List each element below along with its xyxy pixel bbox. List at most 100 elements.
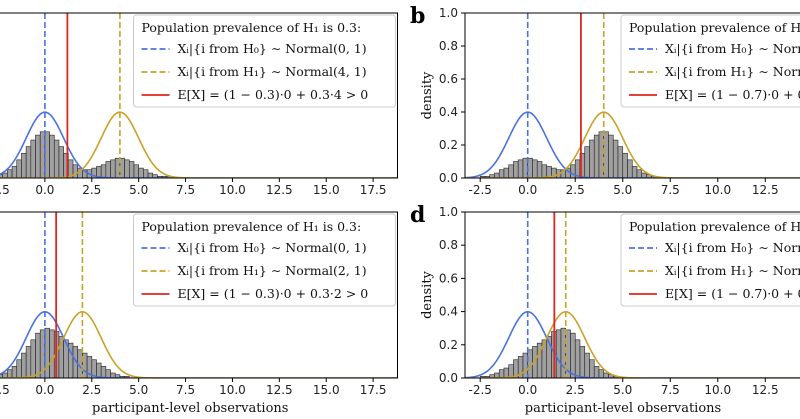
- x-tick-label: 15.0: [313, 183, 340, 197]
- plot-area: [465, 13, 800, 178]
- x-tick-label: 2.5: [566, 383, 585, 397]
- panel: -2.50.02.55.07.510.012.515.017.50.00.20.…: [410, 202, 800, 416]
- histogram-bar: [513, 161, 519, 178]
- axes-frame: [464, 211, 800, 379]
- histogram-bar: [627, 159, 633, 178]
- legend: Population prevalence of H₁ is 0.3: Xᵢ|{i…: [133, 14, 396, 108]
- histogram-bar: [498, 169, 505, 178]
- histogram-bar: [636, 169, 643, 178]
- histogram-bar: [96, 362, 102, 378]
- histogram-bar: [30, 139, 36, 178]
- x-tick-label: -2.5: [0, 383, 10, 397]
- histogram-bar: [503, 167, 510, 178]
- histogram-bar: [11, 166, 18, 178]
- histogram-bar: [617, 146, 624, 178]
- legend-box: [620, 14, 800, 108]
- legend-label: E[X] = (1 − 0.3)·0 + 0.3·2 > 0: [178, 286, 369, 301]
- histogram-bar: [7, 369, 13, 378]
- histogram-bar: [16, 159, 22, 178]
- density-curve: [0, 310, 398, 378]
- x-tick-label: 2.5: [82, 383, 101, 397]
- histogram-bar: [133, 164, 139, 178]
- x-tick-label: 7.5: [661, 383, 680, 397]
- histogram-bar: [555, 329, 562, 378]
- histogram-bar: [30, 339, 36, 378]
- x-tick-label: 10.0: [704, 383, 731, 397]
- histogram-bar: [105, 369, 111, 378]
- histogram-bar: [21, 352, 27, 378]
- histogram-bar: [593, 366, 600, 378]
- y-tick-label: 0.2: [439, 138, 458, 152]
- x-tick-label: 12.5: [266, 383, 293, 397]
- y-tick-label: 1.0: [439, 205, 458, 219]
- x-tick-label: 10.0: [219, 383, 246, 397]
- histogram-bar: [589, 139, 595, 178]
- legend-label: E[X] = (1 − 0.7)·0 + 0.7·2 > 0: [665, 286, 800, 301]
- x-tick-label: -2.5: [0, 183, 10, 197]
- x-axis-label: participant-level observations: [525, 401, 721, 416]
- histogram-bar: [53, 139, 60, 178]
- histogram-bar: [16, 359, 22, 378]
- x-tick-label: 7.5: [176, 383, 195, 397]
- histogram-bar: [100, 164, 107, 178]
- legend-label: Xᵢ|{i from H₀} ∼ Normal(0, 1): [665, 240, 800, 255]
- y-tick-label: 0.6: [439, 271, 458, 285]
- legend-label: E[X] = (1 − 0.3)·0 + 0.3·4 > 0: [178, 87, 369, 102]
- y-tick-label: 0.4: [439, 105, 458, 119]
- histogram-bar: [584, 352, 590, 378]
- panel: -2.5 0.0 2.5 5.0 7.5 10.0 12.5 15.0 17.5 particip…: [0, 211, 398, 416]
- histogram-bar: [608, 134, 614, 178]
- axes-frame: [464, 12, 800, 179]
- histogram-bar: [100, 366, 107, 378]
- axes-frame: [0, 211, 398, 379]
- histogram-bar: [536, 161, 543, 178]
- x-tick-label: 7.5: [176, 183, 195, 197]
- histogram-bar: [21, 152, 27, 178]
- legend: Population prevalence of H₁ is 0.3: Xᵢ|{i…: [133, 213, 396, 307]
- y-tick-label: 0.4: [439, 305, 458, 319]
- x-axis-label: participant-level observations: [92, 401, 288, 416]
- histogram-bar: [574, 339, 581, 378]
- x-tick-label: 17.5: [360, 383, 387, 397]
- histogram-bar: [58, 146, 64, 178]
- x-tick-label: -2.5: [468, 383, 491, 397]
- legend-label: Xᵢ|{i from H₀} ∼ Normal(0, 1): [178, 41, 367, 56]
- histogram-bar: [105, 161, 111, 178]
- x-tick-label: 12.5: [752, 383, 779, 397]
- histogram-bar: [49, 329, 55, 378]
- histogram-bar: [584, 146, 590, 178]
- histogram-bar: [143, 169, 149, 178]
- histogram-bar: [622, 152, 628, 178]
- histogram-bar: [7, 169, 13, 178]
- y-tick-label: 0.0: [439, 171, 458, 185]
- x-tick-label: -2.5: [468, 183, 491, 197]
- x-tick-label: 5.0: [129, 183, 148, 197]
- x-tick-label: 0.0: [518, 183, 537, 197]
- density-curve: [0, 310, 398, 378]
- legend-box: [620, 213, 800, 307]
- y-tick-label: 0.2: [439, 338, 458, 352]
- x-tick-label: 7.5: [661, 183, 680, 197]
- panel: -2.5 0.0 2.5 5.0 7.5 10.0 12.5 15.0 17.5 Populati…: [0, 12, 398, 197]
- density-curve: [465, 310, 800, 378]
- histogram-bar: [579, 346, 586, 378]
- histogram-bar: [35, 332, 41, 378]
- histogram-bar: [11, 366, 18, 378]
- x-tick-label: 12.5: [752, 183, 779, 197]
- x-tick-label: 0.0: [35, 183, 54, 197]
- x-tick-label: 10.0: [219, 183, 246, 197]
- histogram-bar: [612, 139, 619, 178]
- density-curve: [0, 111, 398, 178]
- y-tick-label: 0.0: [439, 371, 458, 385]
- histogram-bar: [570, 332, 576, 378]
- histogram-bar: [124, 159, 130, 178]
- density-curve: [465, 111, 800, 178]
- x-tick-label: 12.5: [266, 183, 293, 197]
- panel-label: b: [410, 3, 425, 29]
- y-axis-label: density: [420, 270, 435, 318]
- histogram-bar: [49, 134, 55, 178]
- x-tick-label: 17.5: [360, 183, 387, 197]
- histogram-bar: [110, 159, 116, 178]
- legend-label: Xᵢ|{i from H₁} ∼ Normal(2, 1): [665, 263, 800, 278]
